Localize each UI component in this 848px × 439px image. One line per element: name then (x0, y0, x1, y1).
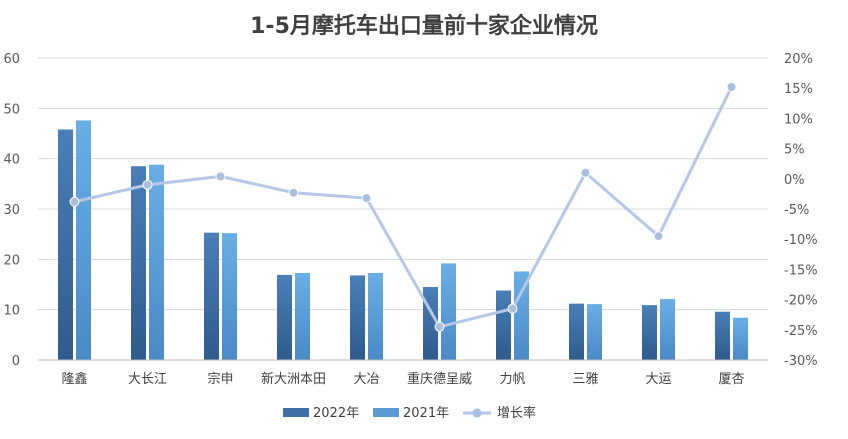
x-category-label: 新大洲本田 (261, 371, 326, 387)
bar-2021年-力帆 (514, 271, 529, 360)
bar-2021年-新大洲本田 (295, 272, 310, 360)
y-right-tick-label: -30% (784, 354, 818, 369)
bar-2021年-三雅 (587, 304, 602, 360)
x-category-label: 大运 (645, 372, 671, 387)
bar-2022年-厦杏 (715, 311, 730, 360)
bar-2021年-大冶 (368, 272, 383, 360)
x-category-label: 大长江 (128, 372, 167, 387)
growth-rate-point-大运 (653, 231, 664, 242)
x-category-label: 宗申 (207, 371, 233, 387)
bar-2021年-宗申 (222, 233, 237, 360)
y-right-tick-label: 10% (784, 112, 813, 127)
growth-rate-point-宗申 (215, 171, 226, 182)
y-right-tick-label: 20% (784, 52, 813, 67)
y-left-tick-label: 30 (3, 203, 20, 218)
bar-2022年-宗申 (204, 232, 219, 360)
growth-rate-line (74, 86, 733, 329)
bar-2021年-大长江 (149, 164, 164, 360)
bar-2022年-新大洲本田 (277, 274, 292, 360)
bar-2022年-三雅 (569, 303, 584, 360)
chart-title: 1-5月摩托车出口量前十家企业情况 (250, 14, 598, 39)
growth-rate-point-大冶 (361, 193, 372, 204)
growth-rate-point-厦杏 (726, 81, 737, 92)
y-right-tick-label: -15% (784, 263, 818, 278)
y-left-tick-label: 20 (3, 253, 20, 268)
y-right-tick-label: -25% (784, 324, 818, 339)
x-category-label: 重庆德呈威 (407, 371, 472, 387)
y-left-tick-label: 0 (12, 354, 20, 369)
bar-2021年-大运 (660, 299, 675, 360)
x-category-label: 三雅 (572, 372, 598, 387)
y-right-tick-label: 15% (784, 82, 813, 97)
x-category-label: 力帆 (499, 372, 525, 387)
y-right-tick-label: 0% (784, 173, 805, 188)
legend-swatch-2021年 (373, 408, 399, 417)
y-left-tick-label: 10 (3, 304, 20, 319)
bar-2021年-重庆德呈威 (441, 263, 456, 360)
y-left-tick-label: 50 (3, 102, 20, 117)
bar-2022年-大运 (642, 305, 657, 360)
legend-label: 2021年 (403, 406, 449, 421)
legend-marker (472, 408, 482, 418)
bar-2022年-大长江 (131, 166, 146, 360)
legend-label: 2022年 (313, 406, 359, 421)
bar-2022年-大冶 (350, 275, 365, 360)
x-category-label: 大冶 (353, 372, 379, 387)
growth-rate-point-隆鑫 (69, 196, 80, 207)
growth-rate-point-三雅 (580, 167, 591, 178)
y-right-tick-label: -20% (784, 294, 818, 309)
growth-rate-point-力帆 (507, 303, 518, 314)
growth-rate-point-新大洲本田 (288, 187, 299, 198)
y-right-tick-label: 5% (784, 143, 805, 158)
growth-rate-point-重庆德呈威 (434, 321, 445, 332)
x-category-label: 厦杏 (718, 372, 744, 387)
y-right-tick-label: -10% (784, 233, 818, 248)
bar-2021年-隆鑫 (76, 120, 91, 360)
x-category-label: 隆鑫 (61, 371, 87, 387)
legend-label: 增长率 (497, 405, 536, 421)
bar-2021年-厦杏 (733, 317, 748, 360)
y-right-tick-label: -5% (784, 203, 809, 218)
y-left-tick-label: 60 (3, 52, 20, 67)
bar-2022年-隆鑫 (58, 129, 73, 360)
growth-rate-point-大长江 (142, 179, 153, 190)
legend-swatch-2022年 (283, 408, 309, 417)
y-left-tick-label: 40 (3, 153, 20, 168)
bar-2022年-力帆 (496, 290, 511, 360)
